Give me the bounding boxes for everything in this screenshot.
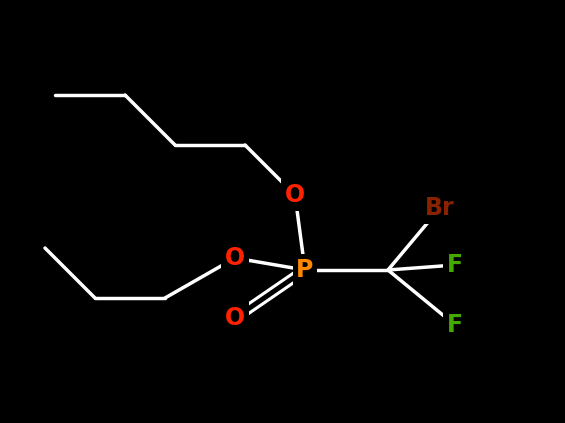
Text: Br: Br — [425, 196, 455, 220]
Text: O: O — [285, 183, 305, 207]
Text: O: O — [225, 306, 245, 330]
Text: P: P — [296, 258, 314, 282]
Text: F: F — [447, 253, 463, 277]
Text: O: O — [225, 246, 245, 270]
Text: F: F — [447, 313, 463, 337]
